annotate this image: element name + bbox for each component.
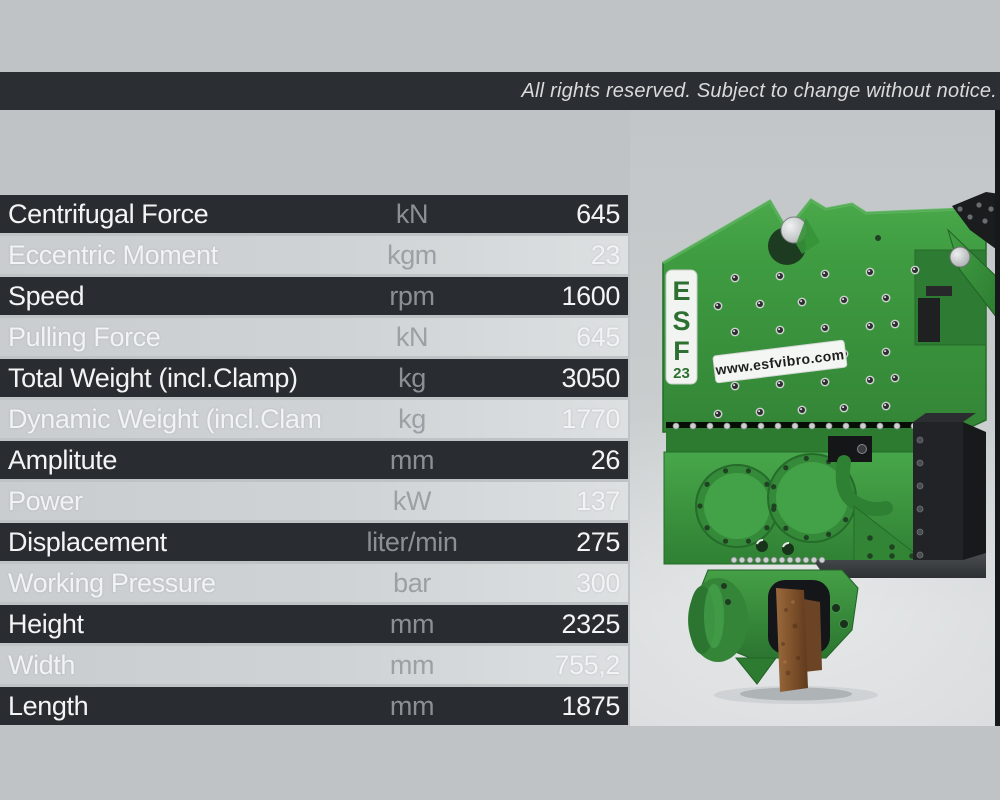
spec-unit: kN	[395, 198, 429, 229]
side-block-front	[913, 422, 963, 570]
spec-value: 26	[590, 444, 621, 475]
bracket-bolts	[867, 535, 915, 559]
lower-slab	[813, 553, 986, 578]
spec-unit: mm	[389, 690, 435, 721]
spec-unit: mm	[389, 444, 435, 475]
spec-label: Height	[8, 608, 84, 639]
flange	[666, 428, 960, 452]
spec-row: Total Weight (incl.Clamp) kg 3050	[0, 359, 628, 397]
notice-bar: All rights reserved. Subject to change w…	[0, 72, 1000, 110]
spec-value: 755,2	[554, 649, 620, 680]
spec-label: Centrifugal Force	[8, 198, 209, 229]
model-letter-f: F	[673, 336, 690, 366]
arm-pivot	[949, 246, 971, 268]
spec-value: 2325	[561, 608, 621, 639]
model-number: 23	[673, 365, 690, 382]
spec-row: Speed rpm 1600	[0, 277, 628, 315]
spec-unit: kN	[395, 321, 429, 352]
flange-studs	[672, 422, 952, 430]
clamp-cylinder-highlight	[704, 584, 724, 648]
pile-rust-texture	[781, 600, 800, 676]
spec-unit: mm	[389, 649, 435, 680]
side-block-bolts	[916, 436, 924, 559]
spec-unit: rpm	[389, 280, 435, 311]
hydraulic-elbow	[835, 455, 893, 517]
spec-label: Length	[8, 690, 89, 721]
spec-label: Dynamic Weight (incl.Clamp)	[8, 403, 322, 434]
spec-label: Eccentric Moment	[8, 239, 218, 270]
spec-row: Amplitute mm 26	[0, 441, 628, 479]
notice-text: All rights reserved. Subject to change w…	[521, 79, 997, 102]
plate-hole	[875, 235, 881, 241]
spec-value: 645	[576, 321, 620, 352]
vibratory-hammer-render: E S F 23 www.esfvibro.com	[662, 192, 1000, 704]
model-letter-s: S	[672, 306, 690, 336]
spec-row: Eccentric Moment kgm 23	[0, 236, 628, 274]
spec-unit: liter/min	[366, 526, 458, 557]
model-label-plate: E S F 23	[665, 269, 698, 385]
spec-label: Pulling Force	[8, 321, 161, 352]
product-photo: E S F 23 www.esfvibro.com	[630, 110, 1000, 726]
spec-row: Working Pressure bar 300	[0, 564, 628, 602]
panel-bracket	[918, 298, 940, 342]
spec-unit: mm	[389, 608, 435, 639]
spec-row: Height mm 2325	[0, 605, 628, 643]
spec-unit: kW	[392, 485, 432, 516]
top-right-bolts	[957, 202, 994, 224]
spec-label: Total Weight (incl.Clamp)	[8, 362, 298, 393]
spec-value: 1875	[561, 690, 621, 721]
spec-unit: bar	[393, 567, 431, 598]
sheet-pile	[776, 588, 808, 692]
spec-value: 137	[576, 485, 620, 516]
model-letter-e: E	[672, 276, 690, 306]
spec-label: Speed	[8, 280, 85, 311]
side-block-top	[913, 413, 976, 422]
spec-unit: kg	[398, 403, 426, 434]
clamp-front-wedge	[734, 657, 777, 685]
top-right-black-part	[952, 192, 1000, 252]
spec-value: 645	[576, 198, 620, 229]
spec-row: Centrifugal Force kN 645	[0, 195, 628, 233]
spec-label: Working Pressure	[8, 567, 216, 598]
spec-value: 3050	[561, 362, 621, 393]
spec-value: 275	[576, 526, 620, 557]
floor-shadow-core	[740, 687, 852, 701]
sight-glasses	[756, 539, 794, 555]
spec-row: Length mm 1875	[0, 687, 628, 725]
hook-lip	[796, 218, 820, 254]
spec-unit: kg	[398, 362, 426, 393]
website-banner: www.esfvibro.com	[712, 339, 848, 384]
spec-value: 300	[576, 567, 620, 598]
clamp-details	[721, 583, 849, 629]
spec-row: Displacement liter/min 275	[0, 523, 628, 561]
panel-bracket-arm	[926, 286, 952, 296]
gear-cover-right	[767, 453, 857, 543]
spec-label: Amplitute	[8, 444, 117, 475]
spec-label: Displacement	[8, 526, 167, 557]
photo-right-edge	[995, 110, 1000, 726]
clamp-studs	[730, 556, 826, 564]
spec-value: 1600	[561, 280, 621, 311]
spec-label: Width	[8, 649, 76, 680]
spec-row: Width mm 755,2	[0, 646, 628, 684]
spec-unit: kgm	[387, 239, 437, 270]
spec-row: Dynamic Weight (incl.Clamp) kg 1770	[0, 400, 628, 438]
hydraulic-port	[857, 444, 867, 454]
spec-label: Power	[8, 485, 83, 516]
spec-row: Pulling Force kN 645	[0, 318, 628, 356]
gear-cover-left	[695, 464, 779, 548]
spec-table: Centrifugal Force kN 645 Eccentric Momen…	[0, 195, 628, 728]
spec-row: Power kW 137	[0, 482, 628, 520]
spec-value: 23	[590, 239, 621, 270]
side-block-side	[963, 422, 986, 570]
plate-top-bevel	[662, 198, 961, 265]
spec-value: 1770	[561, 403, 621, 434]
